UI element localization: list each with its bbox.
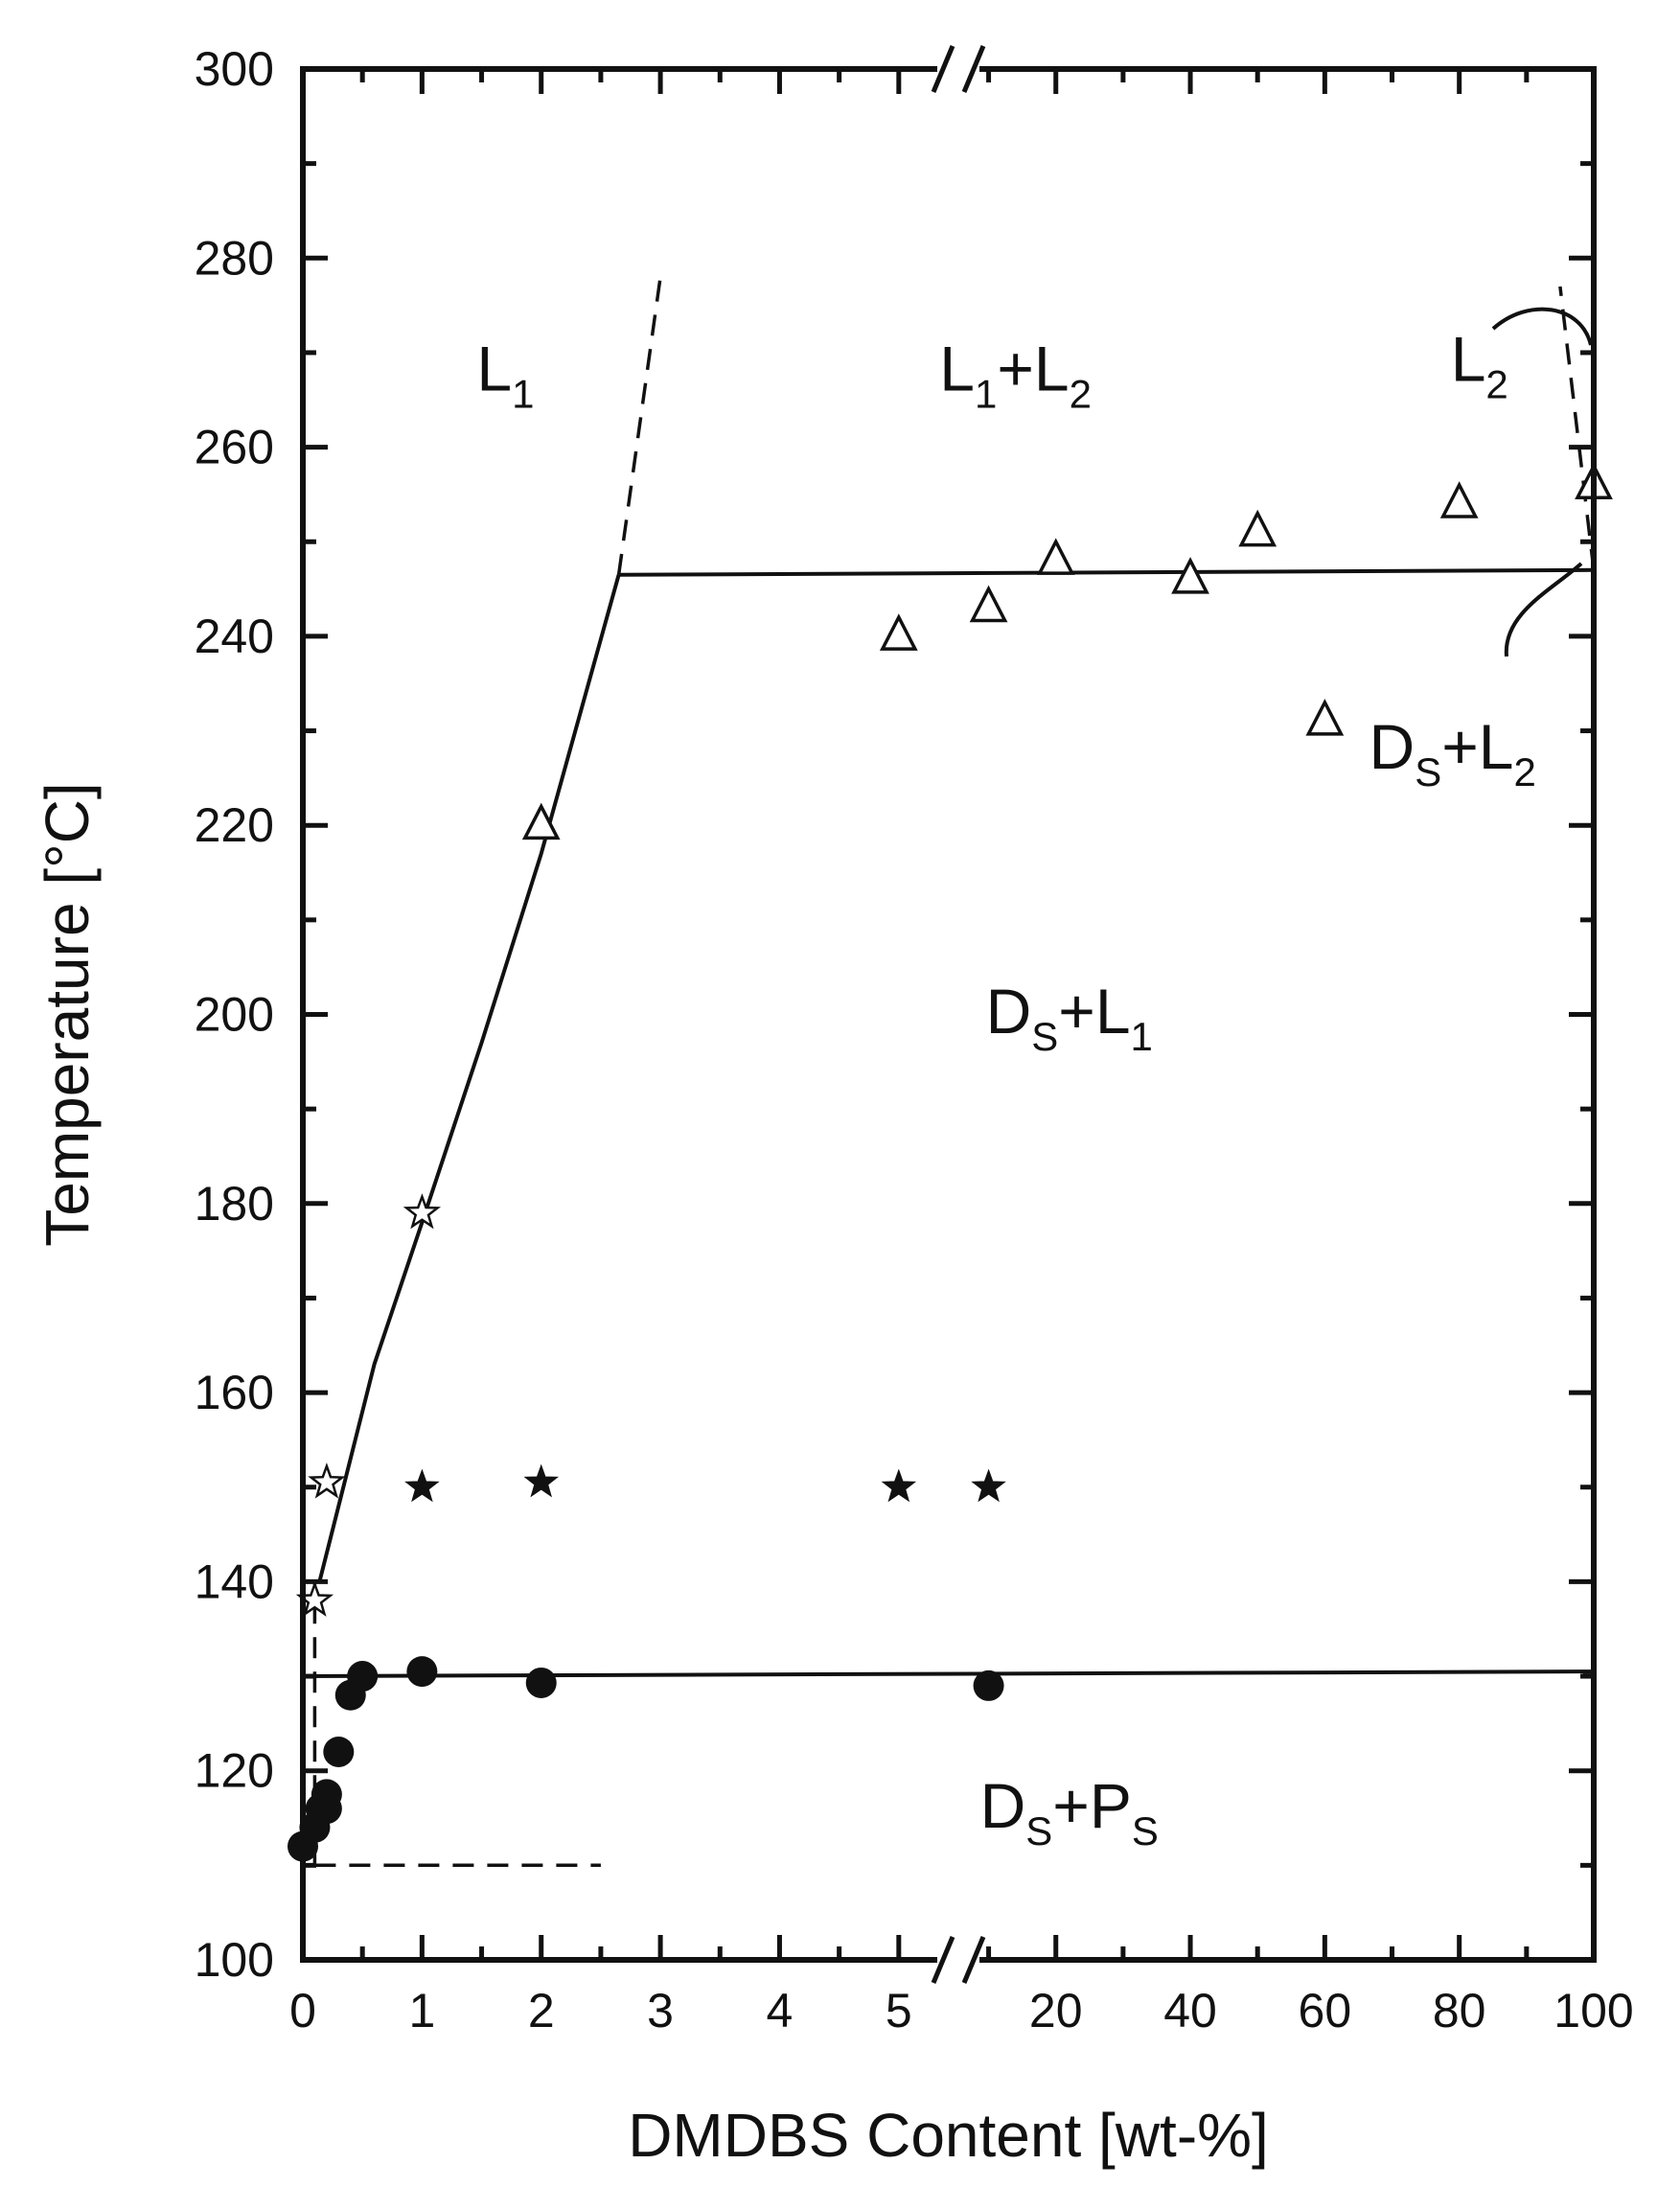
phase-boundary-1 <box>317 574 621 1582</box>
y-tick-label: 200 <box>195 988 274 1042</box>
open-triangle-point-8 <box>1439 481 1479 518</box>
filled-star-point-3 <box>881 1468 917 1503</box>
filled-circle-point-6 <box>323 1736 355 1767</box>
phase-boundary-4 <box>302 1669 1595 1678</box>
y-tick-label: 260 <box>195 421 274 474</box>
region-label-6: DS+PS <box>980 1770 1159 1853</box>
axis-break-mark <box>931 1936 955 1984</box>
y-tick-label: 280 <box>195 231 274 285</box>
y-tick-label: 160 <box>195 1366 274 1419</box>
phase-boundary-7 <box>1558 286 1596 571</box>
filled-circle-point-8 <box>347 1661 379 1692</box>
phase-boundary-2 <box>616 276 662 576</box>
x-tick-label: 40 <box>1163 1984 1217 2037</box>
open-triangle-point-7 <box>1305 699 1345 736</box>
filled-star-point-4 <box>971 1468 1006 1503</box>
region-label-3: L2 <box>1451 324 1508 407</box>
x-tick-label: 1 <box>408 1984 435 2037</box>
x-tick-label: 3 <box>647 1984 674 2037</box>
open-star-point-3 <box>403 1193 441 1230</box>
x-tick-label: 5 <box>886 1984 912 2037</box>
y-tick-label: 100 <box>195 1933 274 1987</box>
filled-circle-point-10 <box>525 1667 557 1698</box>
phase-boundary-3 <box>618 567 1595 577</box>
y-tick-label: 300 <box>195 42 274 96</box>
open-triangle-point-2 <box>879 613 918 651</box>
filled-circle-point-5 <box>311 1779 342 1810</box>
open-triangle-point-4 <box>1036 538 1075 575</box>
open-star-point-2 <box>308 1462 346 1499</box>
x-tick-label: 60 <box>1299 1984 1352 2037</box>
y-tick-label: 180 <box>195 1177 274 1231</box>
x-axis-title: DMDBS Content [wt-%] <box>628 2101 1269 2170</box>
y-tick-label: 140 <box>195 1554 274 1608</box>
y-tick-label: 220 <box>195 798 274 852</box>
filled-circle-point-11 <box>973 1669 1004 1701</box>
region-label-2: L1+L2 <box>939 333 1092 416</box>
open-triangle-point-1 <box>521 802 561 840</box>
x-tick-label: 80 <box>1433 1984 1486 2037</box>
x-tick-label: 20 <box>1029 1984 1083 2037</box>
x-tick-label: 4 <box>767 1984 794 2037</box>
axis-break-mark <box>961 1936 986 1984</box>
y-tick-label: 240 <box>195 610 274 663</box>
open-triangle-point-3 <box>969 585 1008 623</box>
y-axis-title: Temperature [°C] <box>33 782 102 1246</box>
region-label-4: DS+L2 <box>1369 711 1536 794</box>
axis-break-mark <box>961 45 986 93</box>
filled-star-point-1 <box>404 1468 440 1503</box>
x-tick-label: 100 <box>1553 1984 1633 2037</box>
filled-star-point-2 <box>523 1463 559 1498</box>
x-tick-label: 0 <box>289 1984 316 2037</box>
y-tick-label: 120 <box>195 1744 274 1798</box>
axis-break-mark <box>931 45 955 93</box>
x-tick-label: 2 <box>528 1984 555 2037</box>
region-label-1: L1 <box>476 333 534 416</box>
region-label-5: DS+L1 <box>986 976 1153 1059</box>
annotation-bracket-ds-l2 <box>1504 562 1583 657</box>
filled-circle-point-9 <box>406 1656 438 1688</box>
open-triangle-point-5 <box>1171 557 1209 594</box>
annotation-bracket-l2 <box>1491 307 1593 346</box>
open-triangle-point-6 <box>1238 509 1277 547</box>
